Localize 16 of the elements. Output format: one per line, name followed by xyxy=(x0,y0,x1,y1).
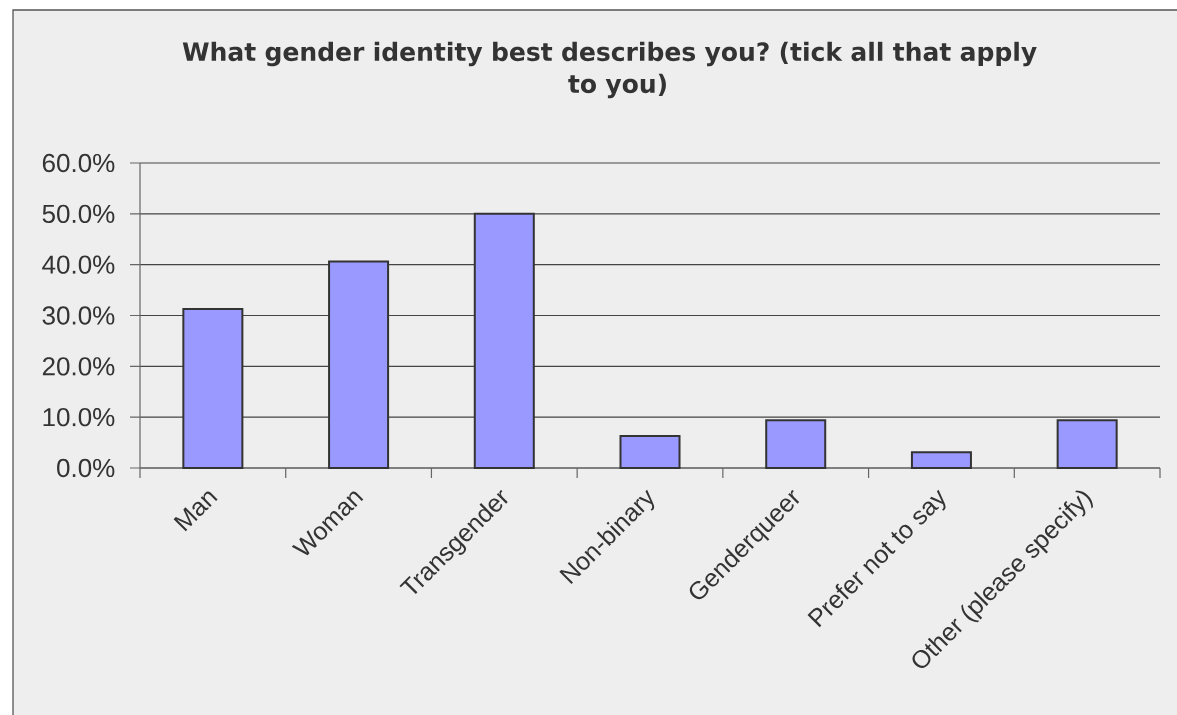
y-tick-label: 60.0% xyxy=(42,153,115,173)
bar xyxy=(910,451,972,469)
bar xyxy=(328,260,390,469)
bar xyxy=(619,434,681,469)
y-tick-label: 10.0% xyxy=(43,407,115,427)
bar xyxy=(182,307,244,469)
y-tick-label: 0.0% xyxy=(57,458,115,478)
chart-title: What gender identity best describes you? (tick all that apply to you) xyxy=(182,41,1037,99)
bar xyxy=(1056,419,1118,469)
y-tick-label: 20.0% xyxy=(42,357,115,376)
y-tick-label: 30.0% xyxy=(42,306,115,325)
bar xyxy=(765,419,827,469)
y-tick-label: 40.0% xyxy=(42,255,115,274)
y-tick-label: 50.0% xyxy=(42,204,115,224)
bar xyxy=(473,212,535,469)
x-tick-label: Man xyxy=(173,491,218,532)
